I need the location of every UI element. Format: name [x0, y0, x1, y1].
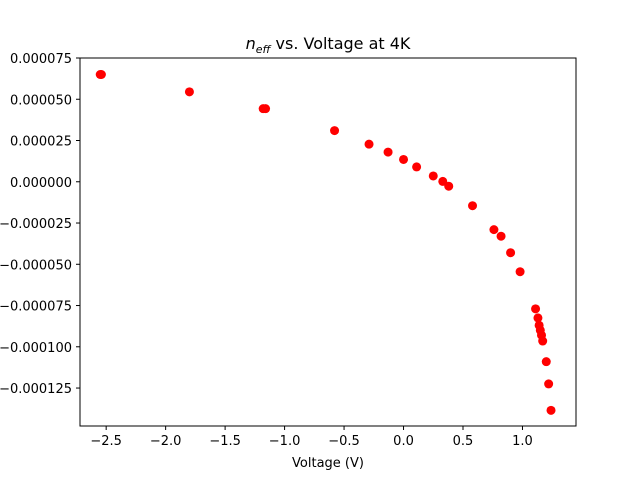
chart-title: neff vs. Voltage at 4K — [246, 34, 411, 56]
y-axis-ticks: 0.000075 0.000050 0.000025 0.000000 −0.00002… — [0, 52, 80, 397]
x-tick-label: −1.0 — [269, 434, 301, 449]
data-point — [531, 304, 541, 314]
data-point — [444, 181, 454, 191]
y-tick-label: 0.000025 — [10, 135, 72, 150]
data-points — [95, 70, 556, 415]
chart-title-subscript: eff — [256, 43, 272, 56]
y-tick-label: −0.000125 — [0, 382, 72, 397]
y-tick-label: 0.000075 — [10, 52, 72, 67]
data-point — [538, 336, 548, 346]
x-tick-label: −0.5 — [328, 434, 360, 449]
data-point — [506, 248, 516, 258]
data-point — [364, 139, 374, 149]
data-point — [383, 147, 393, 157]
data-point — [468, 201, 478, 211]
data-point — [399, 154, 409, 164]
y-tick-label: 0.000050 — [10, 93, 72, 108]
chart-title-symbol: n — [246, 34, 256, 53]
data-point — [515, 267, 525, 277]
y-tick-label: 0.000000 — [10, 176, 72, 191]
x-tick-label: 0.0 — [393, 434, 414, 449]
data-point — [96, 70, 106, 80]
plot-area-frame — [79, 57, 577, 427]
data-point — [330, 126, 340, 136]
data-point — [261, 104, 271, 114]
data-point — [533, 313, 543, 323]
data-point — [546, 405, 556, 415]
data-point — [412, 162, 422, 172]
y-tick-label: −0.000050 — [0, 258, 72, 273]
data-point — [428, 171, 438, 181]
x-tick-label: 1.0 — [512, 434, 533, 449]
data-point — [489, 225, 499, 235]
x-tick-label: 0.5 — [453, 434, 474, 449]
data-point — [541, 357, 551, 367]
y-tick-label: −0.000100 — [0, 341, 72, 356]
data-point — [184, 87, 194, 97]
y-tick-label: −0.000075 — [0, 300, 72, 315]
y-tick-label: −0.000025 — [0, 217, 72, 232]
x-axis-ticks: −2.5 −2.0 −1.5 −1.0 −0.5 0.0 0.5 1.0 — [90, 426, 533, 449]
x-axis-label: Voltage (V) — [292, 456, 364, 471]
data-point — [496, 231, 506, 241]
x-tick-label: −2.5 — [90, 434, 122, 449]
data-point — [544, 379, 554, 389]
x-tick-label: −1.5 — [209, 434, 241, 449]
x-tick-label: −2.0 — [150, 434, 182, 449]
chart-title-rest: vs. Voltage at 4K — [270, 34, 411, 53]
